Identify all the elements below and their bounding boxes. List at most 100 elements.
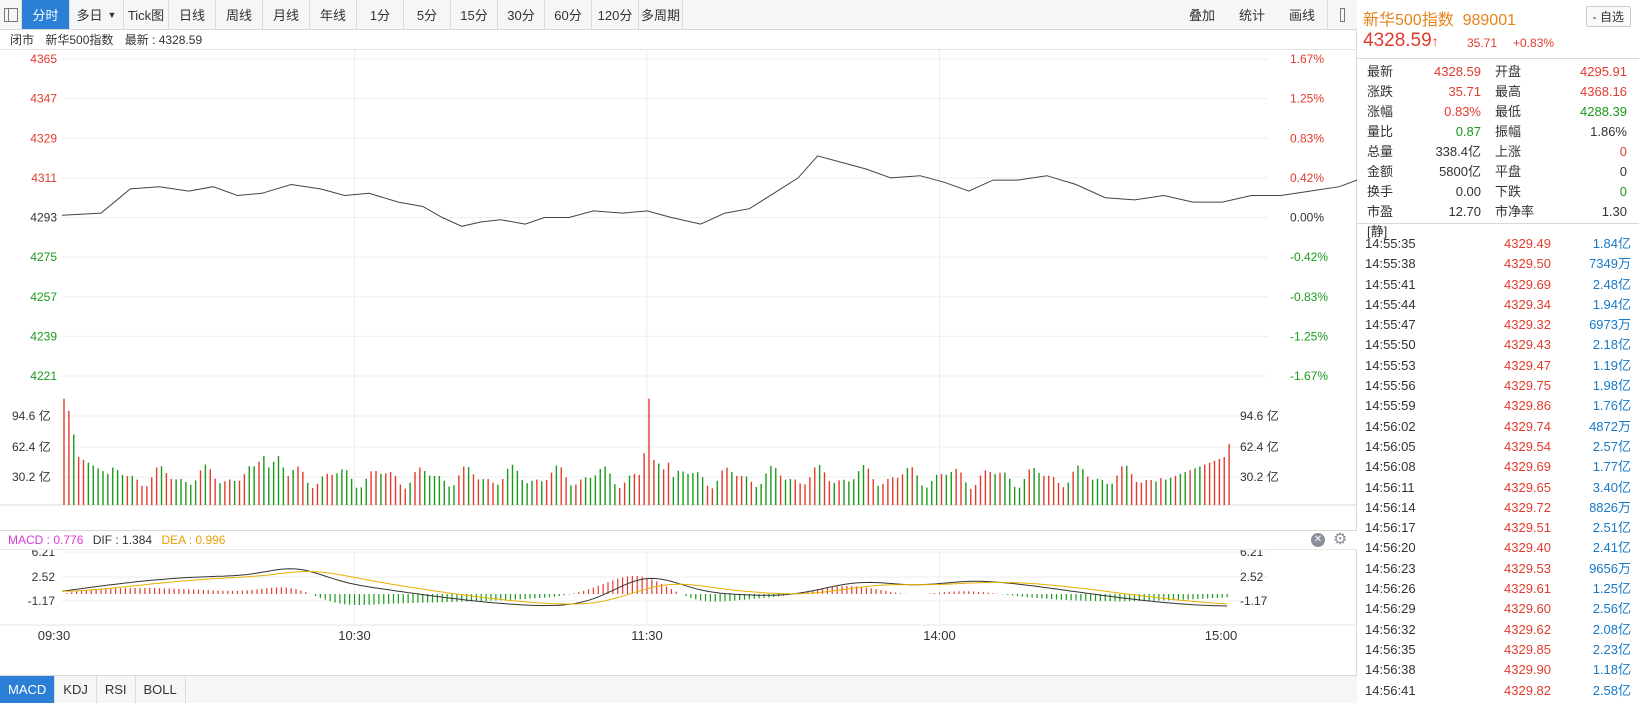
tick-volume: 1.18亿 [1592, 662, 1631, 678]
price-tick-label: 4311 [31, 171, 57, 185]
tick-time: 14:56:26 [1365, 581, 1416, 597]
close-indicator-icon[interactable]: ✕ [1311, 533, 1325, 547]
stat-label: 上涨 [1495, 144, 1522, 159]
tick-row: 14:56:29 4329.60 2.56亿 [1357, 599, 1639, 619]
tick-price: 4329.69 [1504, 276, 1551, 292]
gear-icon[interactable]: ⚙ [1333, 531, 1348, 548]
stat-label: 最高 [1495, 84, 1522, 99]
tick-price: 4329.82 [1504, 682, 1551, 698]
tick-volume: 3.40亿 [1592, 479, 1631, 495]
quote-title: 新华500指数 989001 [1363, 6, 1516, 30]
tick-time: 14:56:17 [1365, 520, 1416, 536]
stat-value: 4368.16 [1580, 84, 1627, 99]
tick-price: 4329.86 [1504, 398, 1551, 414]
tab-120min[interactable]: 120分 [592, 0, 639, 29]
overlay-button[interactable]: 叠加 [1188, 8, 1215, 23]
tick-volume: 6973万 [1589, 317, 1631, 333]
draw-button[interactable]: 画线 [1288, 8, 1315, 23]
tick-time: 14:55:38 [1365, 256, 1416, 272]
stat-label: 量比 [1367, 124, 1394, 139]
macd-legend: MACD : 0.776 DIF : 1.384 DEA : 0.996 [0, 530, 1357, 550]
tab-macd[interactable]: MACD [0, 676, 56, 703]
stat-value: 0 [1619, 164, 1627, 179]
tab-5min[interactable]: 5分 [404, 0, 451, 29]
tab-yearly[interactable]: 年线 [310, 0, 357, 29]
tick-time: 14:56:20 [1365, 540, 1416, 556]
time-tick-label: 11:30 [631, 628, 663, 643]
tick-row: 14:55:38 4329.50 7349万 [1357, 254, 1639, 274]
quote-price-bar: 4328.59↑ 35.71 +0.83% [1357, 30, 1639, 52]
tick-price: 4329.90 [1504, 662, 1551, 678]
stat-label: 涨幅 [1367, 104, 1394, 119]
tab-multi-period[interactable]: 多周期 [639, 0, 683, 29]
tab-rsi[interactable]: RSI [97, 676, 136, 703]
tick-row: 14:55:53 4329.47 1.19亿 [1357, 356, 1639, 376]
tab-30min[interactable]: 30分 [498, 0, 545, 29]
intraday-chart: 4365 4347 4329 4311 4293 4275 4257 4239 4221 1.6… [0, 50, 1357, 643]
stat-value: 0 [1619, 144, 1627, 159]
tick-row: 14:56:38 4329.90 1.18亿 [1357, 660, 1639, 680]
stats-row: 涨幅 0.83% 最低 4288.39 [1357, 102, 1639, 122]
chart-area: 分时 多日 ▼ Tick图 日线 周线 月线 年线 1分 5分 15分 30分 6… [0, 0, 1357, 703]
stat-value: 0 [1619, 184, 1627, 199]
tick-price: 4329.75 [1504, 378, 1551, 394]
tick-row: 14:55:47 4329.32 6973万 [1357, 315, 1639, 335]
price-tick-label: 4365 [30, 52, 57, 66]
stat-value: 0.00 [1455, 184, 1481, 199]
tab-multi-day[interactable]: 多日 ▼ [70, 0, 124, 29]
current-price: 4328.59↑ [1363, 30, 1439, 52]
tick-price: 4329.72 [1504, 499, 1551, 515]
tab-60min[interactable]: 60分 [545, 0, 592, 29]
tick-time: 14:56:41 [1365, 682, 1416, 698]
pct-tick-label: -1.67% [1290, 369, 1328, 383]
pct-tick-label: 1.25% [1290, 92, 1324, 106]
stat-value: 4288.39 [1580, 104, 1627, 119]
tick-row: 14:56:02 4329.74 4872万 [1357, 417, 1639, 437]
price-tick-label: 4329 [30, 131, 57, 145]
macd-tick-label: 2.52 [32, 570, 56, 584]
tick-row: 14:55:35 4329.49 1.84亿 [1357, 234, 1639, 254]
price-line [61, 155, 1357, 227]
time-axis: 09:30 10:30 11:30 14:00 15:00 [38, 628, 1238, 643]
tab-1min[interactable]: 1分 [357, 0, 404, 29]
tick-price: 4329.65 [1504, 479, 1551, 495]
tab-intraday[interactable]: 分时 [22, 0, 70, 29]
time-tick-label: 15:00 [1205, 628, 1238, 643]
tick-row: 14:55:59 4329.86 1.76亿 [1357, 396, 1639, 416]
stat-label: 涨跌 [1367, 84, 1394, 99]
tab-monthly[interactable]: 月线 [263, 0, 310, 29]
dea-value: DEA : 0.996 [161, 533, 226, 547]
pct-tick-label: 1.67% [1290, 52, 1324, 66]
tick-price: 4329.47 [1504, 357, 1551, 373]
tick-time: 14:55:35 [1365, 236, 1416, 251]
up-arrow-icon: ↑ [1431, 33, 1439, 49]
quote-name: 新华500指数 [1363, 12, 1454, 29]
tick-time: 14:56:14 [1365, 499, 1416, 515]
volume-bars [63, 398, 1230, 505]
panel-toggle-icon[interactable] [1327, 0, 1357, 29]
stat-value: 338.4亿 [1435, 144, 1481, 159]
stat-value: 5800亿 [1439, 164, 1481, 179]
tick-volume: 2.51亿 [1592, 520, 1631, 536]
tab-15min[interactable]: 15分 [451, 0, 498, 29]
sidebar-toggle-icon[interactable] [0, 0, 22, 29]
stats-button[interactable]: 统计 [1238, 8, 1265, 23]
tick-time: 14:56:05 [1365, 438, 1416, 454]
tab-kdj[interactable]: KDJ [55, 676, 97, 703]
tab-weekly[interactable]: 周线 [216, 0, 263, 29]
tab-daily[interactable]: 日线 [169, 0, 216, 29]
tick-row: 14:56:11 4329.65 3.40亿 [1357, 478, 1639, 498]
tick-price: 4329.74 [1504, 418, 1551, 434]
stat-label: 总量 [1367, 144, 1394, 159]
add-watchlist-button[interactable]: - 自选 [1585, 6, 1631, 27]
tab-tick[interactable]: Tick图 [124, 0, 169, 29]
tab-boll[interactable]: BOLL [136, 676, 186, 703]
pct-axis-right: 1.67% 1.25% 0.83% 0.42% 0.00% -0.42% -0.83% -1.… [1290, 52, 1328, 383]
time-tick-label: 10:30 [338, 628, 371, 643]
stat-value: 1.86% [1590, 124, 1627, 139]
tick-time: 14:55:50 [1365, 337, 1416, 353]
volume-tick-label: 62.4 亿 [12, 439, 51, 454]
tick-time: 14:56:02 [1365, 418, 1416, 434]
current-price-value: 4328.59 [1363, 30, 1432, 51]
